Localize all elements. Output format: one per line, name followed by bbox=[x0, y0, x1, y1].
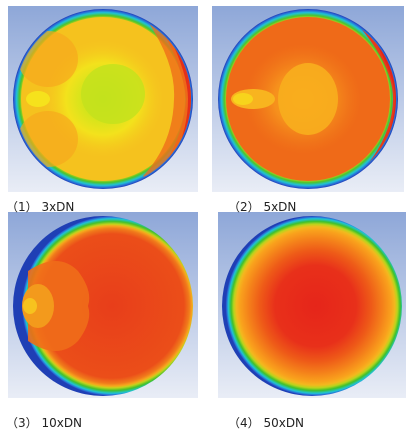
caption-panel-2: （2） 5xDN bbox=[228, 200, 297, 214]
pipe-wall-ring bbox=[222, 216, 402, 396]
caption-panel-3: （3） 10xDN bbox=[6, 416, 83, 430]
contour-panel-2 bbox=[212, 6, 404, 192]
velocity-contour-10xdn bbox=[8, 212, 198, 398]
contour-panel-3 bbox=[8, 212, 198, 398]
velocity-contour-50xdn bbox=[218, 212, 406, 398]
caption-panel-4: （4） 50xDN bbox=[228, 416, 305, 430]
caption-panel-1: （1） 3xDN bbox=[6, 200, 75, 214]
contour-panel-1 bbox=[8, 6, 198, 192]
contour-panel-4 bbox=[218, 212, 406, 398]
velocity-contour-3xdn bbox=[8, 6, 198, 192]
pipe-wall-ring bbox=[13, 216, 193, 396]
velocity-contour-5xdn bbox=[212, 6, 404, 192]
